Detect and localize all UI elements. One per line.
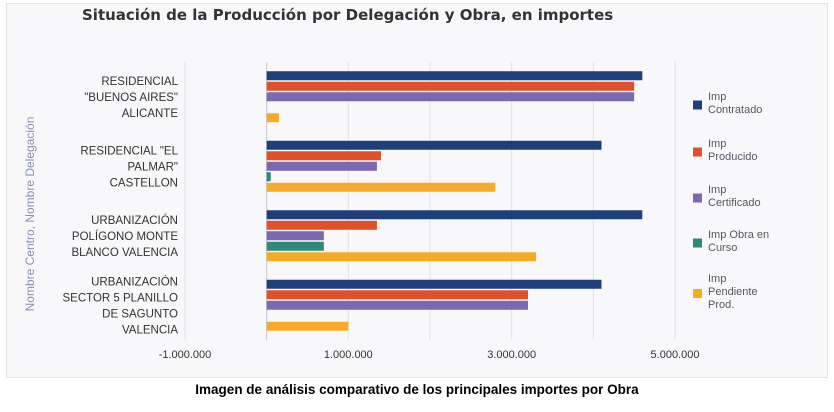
bar [266, 71, 643, 81]
legend-label-line: Certificado [708, 197, 761, 209]
legend-label: Imp Contratado [708, 91, 762, 116]
bar [266, 321, 349, 331]
category-label-line: BLANCO VALENCIA [71, 247, 178, 259]
category-label-line: DE SAGUNTO [102, 308, 178, 320]
bar [266, 81, 635, 91]
legend-swatch [693, 147, 702, 157]
x-tick-label: -1.000.000 [159, 349, 212, 361]
category-label-line: VALENCIA [122, 324, 178, 336]
figure-caption: Imagen de análisis comparativo de los pr… [195, 382, 639, 397]
x-tick-label: 1.000.000 [324, 349, 373, 361]
legend-label-line: Imp [708, 91, 726, 103]
category-label-line: PALMAR" [127, 161, 178, 173]
legend-label-line: Producido [708, 151, 758, 163]
legend-label-line: Prod. [708, 299, 734, 311]
bar [266, 231, 324, 241]
bar [266, 220, 377, 230]
legend-label: Imp Certificado [708, 184, 761, 209]
bar [266, 290, 528, 300]
legend-swatch [693, 193, 702, 203]
legend-label-line: Imp [708, 273, 726, 285]
legend-swatch [693, 100, 702, 110]
category-label-line: SECTOR 5 PLANILLO [63, 292, 179, 304]
x-tick-label: 5.000.000 [651, 349, 700, 361]
bar [266, 252, 537, 262]
bar-chart: -1.000.000 1.000.000 3.000.000 5.000.000 Nom… [23, 62, 769, 361]
category-label-line: RESIDENCIAL "EL [80, 145, 178, 157]
category-label-line: URBANIZACIÓN [91, 214, 178, 227]
category-label-line: RESIDENCIAL [101, 76, 178, 88]
bar [266, 182, 496, 192]
bar [266, 140, 602, 150]
category-label-line: "BUENOS AIRES" [84, 92, 178, 104]
category-label: RESIDENCIAL "EL PALMAR" CASTELLON [80, 145, 178, 189]
bar [266, 279, 602, 289]
category-label: URBANIZACIÓN POLÍGONO MONTE BLANCO VALENCI… [71, 214, 178, 259]
legend-label-line: Imp [708, 184, 726, 196]
legend-label: Imp Obra en Curso [708, 229, 769, 254]
legend-label: Imp Pendiente Prod. [708, 273, 758, 311]
bar [266, 300, 528, 310]
bar [266, 241, 324, 251]
legend-label-line: Curso [708, 242, 737, 254]
bar [266, 210, 643, 220]
bar [266, 113, 279, 123]
legend-label-line: Contratado [708, 104, 762, 116]
legend-label-line: Imp Obra en [708, 229, 769, 241]
legend-label-line: Pendiente [708, 286, 758, 298]
x-tick-label: 3.000.000 [487, 349, 536, 361]
category-label-line: CASTELLON [110, 177, 178, 189]
category-label-line: URBANIZACIÓN [91, 275, 178, 288]
bar [266, 92, 635, 102]
y-axis-title: Nombre Centro, Nombre Delegación [23, 117, 37, 312]
legend-label-line: Imp [708, 138, 726, 150]
category-label-line: ALICANTE [122, 108, 179, 120]
legend-label: Imp Producido [708, 138, 758, 163]
legend-swatch [693, 238, 702, 248]
bar [266, 172, 271, 182]
category-label-line: POLÍGONO MONTE [72, 230, 178, 243]
legend-swatch [693, 289, 702, 298]
category-label: RESIDENCIAL "BUENOS AIRES" ALICANTE [84, 76, 178, 120]
category-label: URBANIZACIÓN SECTOR 5 PLANILLO DE SAGUNTO V… [63, 275, 179, 336]
bar [266, 151, 381, 161]
chart-title: Situación de la Producción por Delegació… [82, 6, 614, 24]
bar [266, 161, 377, 171]
